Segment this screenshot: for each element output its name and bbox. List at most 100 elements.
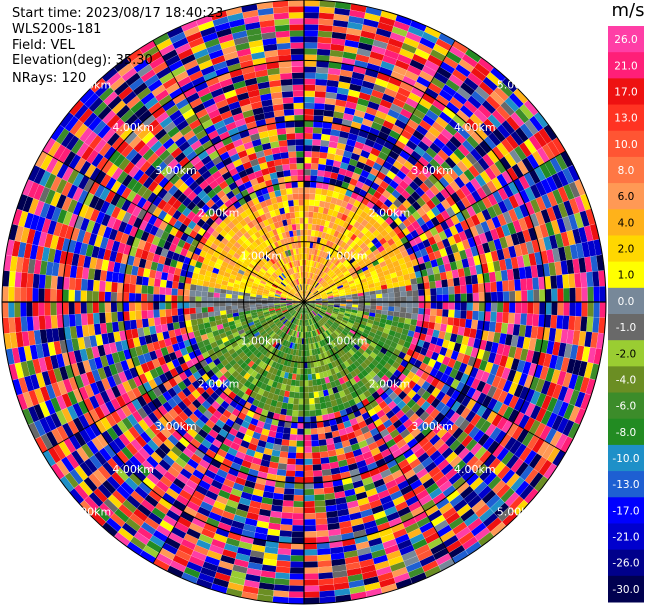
range-gate xyxy=(569,288,575,302)
range-gate xyxy=(304,91,315,97)
range-gate xyxy=(539,302,545,314)
range-gate xyxy=(232,306,238,310)
range-gate xyxy=(519,325,526,337)
range-gate xyxy=(458,327,465,336)
range-gate xyxy=(283,494,294,501)
range-gate xyxy=(304,392,309,398)
range-gate xyxy=(412,290,418,296)
range-gate xyxy=(314,488,324,495)
range-gate xyxy=(419,302,425,308)
range-gate xyxy=(575,287,581,301)
range-gate xyxy=(165,295,171,302)
range-gate xyxy=(308,368,312,374)
range-gate xyxy=(44,302,50,315)
range-gate xyxy=(296,459,304,465)
range-gate xyxy=(291,380,296,386)
range-gate xyxy=(238,295,244,299)
range-gate xyxy=(8,302,14,317)
range-gate xyxy=(382,293,388,298)
range-gate xyxy=(69,278,76,290)
range-gate xyxy=(311,428,318,434)
range-gate xyxy=(325,165,333,172)
range-gate xyxy=(244,305,250,308)
range-gate xyxy=(294,495,304,501)
range-gate xyxy=(69,290,75,302)
range-gate xyxy=(315,506,326,513)
range-gate xyxy=(177,302,183,309)
range-gate xyxy=(294,483,304,489)
range-gate xyxy=(425,302,431,309)
range-gate xyxy=(177,295,183,302)
range-gate xyxy=(304,218,308,224)
range-gate xyxy=(208,307,214,312)
range-gate xyxy=(312,218,317,224)
range-gate xyxy=(557,302,563,315)
range-gate xyxy=(319,7,335,14)
range-gate xyxy=(467,293,473,302)
range-gate xyxy=(32,302,38,316)
range-gate xyxy=(299,392,304,398)
range-gate xyxy=(304,97,315,103)
range-gate xyxy=(155,325,162,334)
range-gate xyxy=(226,306,232,310)
range-gate xyxy=(2,302,8,318)
range-gate xyxy=(172,281,179,288)
range-gate xyxy=(280,530,292,537)
range-gate xyxy=(581,287,587,302)
range-gate xyxy=(485,292,491,302)
range-gate xyxy=(51,302,57,315)
range-gate xyxy=(413,296,419,302)
range-gate xyxy=(532,314,539,326)
range-gate xyxy=(208,302,214,307)
range-gate xyxy=(285,476,295,483)
range-gate xyxy=(167,273,174,281)
range-gate xyxy=(388,297,394,302)
range-gate xyxy=(382,310,388,315)
range-gate xyxy=(574,273,581,288)
range-gate xyxy=(135,302,141,311)
range-gate xyxy=(153,310,159,318)
range-gate xyxy=(587,287,593,302)
range-gate xyxy=(311,157,319,163)
range-gate xyxy=(159,295,165,302)
range-gate xyxy=(304,441,311,447)
range-gate xyxy=(214,297,220,302)
range-gate xyxy=(328,450,337,457)
range-gate xyxy=(106,271,113,282)
range-gate xyxy=(289,579,304,585)
range-gate xyxy=(466,311,473,320)
range-gate xyxy=(436,309,442,316)
range-gate xyxy=(220,298,226,302)
range-gate xyxy=(315,85,326,92)
range-gate xyxy=(275,432,283,439)
range-gate xyxy=(399,286,405,292)
range-gate xyxy=(496,312,503,323)
range-gate xyxy=(594,287,600,302)
range-gate xyxy=(308,374,312,380)
range-gate xyxy=(82,267,89,279)
range-gate xyxy=(277,469,287,476)
range-gate xyxy=(295,477,304,483)
range-gate xyxy=(308,380,313,386)
range-gate xyxy=(111,312,118,322)
range-gate xyxy=(304,598,320,604)
range-gate xyxy=(304,549,317,555)
range-gate xyxy=(111,292,117,302)
range-gate xyxy=(310,410,316,416)
range-gate xyxy=(304,61,316,67)
range-gate xyxy=(105,281,112,292)
range-gate xyxy=(195,296,201,302)
range-gate xyxy=(304,525,316,531)
range-gate xyxy=(184,314,191,321)
range-gate xyxy=(314,397,320,403)
range-gate xyxy=(88,324,95,336)
range-gate xyxy=(575,302,581,316)
range-gate xyxy=(431,302,437,309)
range-gate xyxy=(94,324,101,335)
range-gate xyxy=(326,511,338,518)
range-gate xyxy=(214,293,220,298)
range-gate xyxy=(304,585,319,591)
range-gate xyxy=(159,309,165,317)
range-gate xyxy=(297,362,301,368)
range-gate xyxy=(289,586,304,592)
